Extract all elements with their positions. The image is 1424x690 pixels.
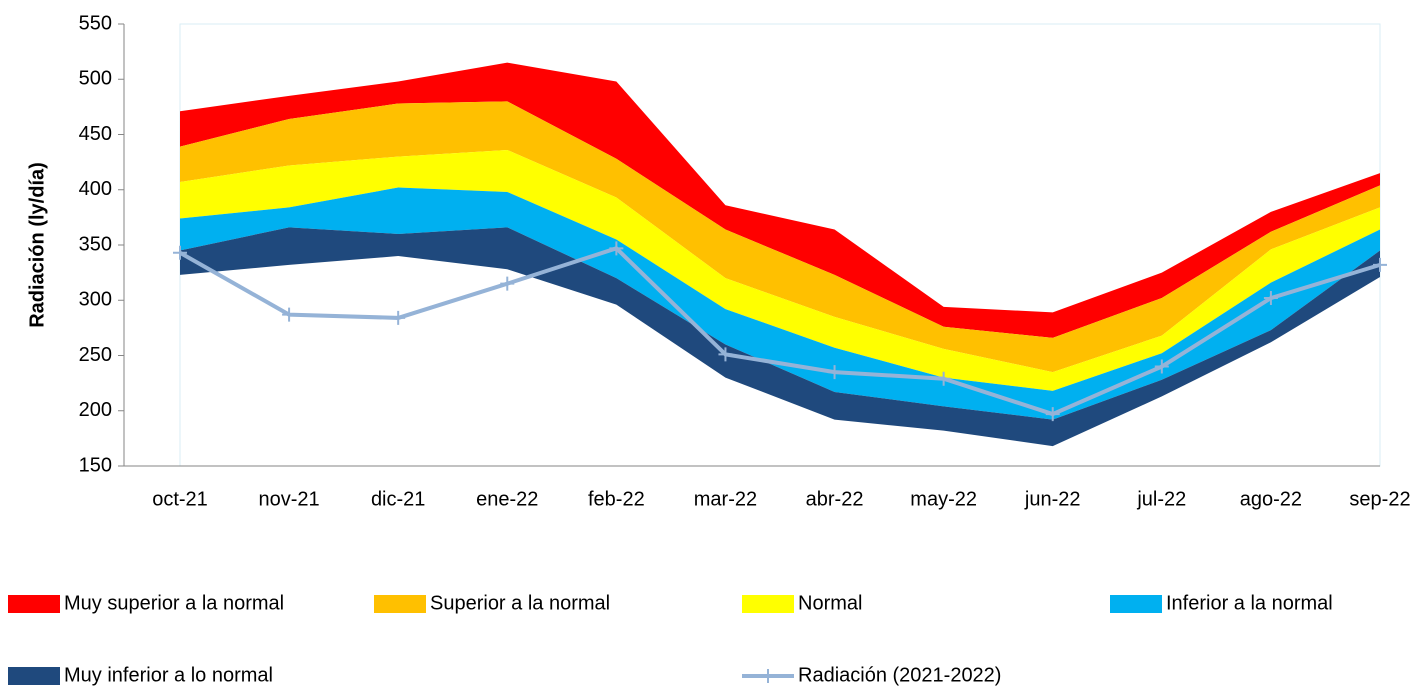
line-marker: [827, 365, 842, 380]
x-tick-label: dic-21: [371, 488, 425, 510]
y-tick-label: 250: [79, 344, 112, 366]
legend-label: Superior a la normal: [430, 592, 610, 614]
line-marker: [936, 371, 951, 386]
line-marker: [1263, 291, 1278, 306]
line-series: [179, 246, 1381, 417]
legend-label: Inferior a la normal: [1166, 592, 1333, 614]
line-marker: [282, 307, 297, 322]
area-band: [180, 149, 1380, 391]
x-tick-label: ago-22: [1240, 488, 1302, 510]
legend-swatch: [1110, 595, 1162, 613]
legend-swatch: [374, 595, 426, 613]
legend-swatch: [8, 667, 60, 685]
x-tick-label: oct-21: [152, 488, 208, 510]
line-marker: [1373, 257, 1387, 272]
area-band: [180, 227, 1380, 447]
y-tick-label: 550: [79, 12, 112, 34]
legend-label: Muy inferior a lo normal: [64, 664, 273, 686]
y-tick-label: 500: [79, 68, 112, 90]
legend-swatch: [742, 595, 794, 613]
line-marker: [718, 347, 733, 362]
y-tick-label: 400: [79, 178, 112, 200]
line-marker: [1045, 407, 1060, 422]
x-tick-label: abr-22: [806, 488, 864, 510]
area-band: [180, 187, 1380, 420]
x-tick-label: jun-22: [1024, 488, 1081, 510]
line-marker: [1154, 359, 1169, 374]
legend-marker: [761, 669, 775, 683]
legend-label: Radiación (2021-2022): [798, 664, 1001, 686]
line-marker: [609, 241, 624, 256]
x-tick-label: jul-22: [1136, 488, 1186, 510]
line-marker: [391, 310, 406, 325]
x-tick-label: may-22: [910, 488, 977, 510]
x-tick-label: nov-21: [259, 488, 320, 510]
y-tick-label: 450: [79, 123, 112, 145]
x-tick-label: sep-22: [1349, 488, 1410, 510]
line-marker: [500, 276, 515, 291]
x-tick-label: mar-22: [694, 488, 757, 510]
legend-label: Muy superior a la normal: [64, 592, 284, 614]
x-tick-label: feb-22: [588, 488, 645, 510]
legend-swatch: [8, 595, 60, 613]
x-tick-label: ene-22: [476, 488, 538, 510]
y-tick-label: 150: [79, 454, 112, 476]
y-tick-label: 300: [79, 289, 112, 311]
y-axis-title: Radiación (ly/día): [26, 162, 48, 328]
area-band: [180, 101, 1380, 373]
line-marker: [173, 245, 187, 260]
y-tick-label: 350: [79, 233, 112, 255]
legend-label: Normal: [798, 592, 862, 614]
y-tick-label: 200: [79, 399, 112, 421]
